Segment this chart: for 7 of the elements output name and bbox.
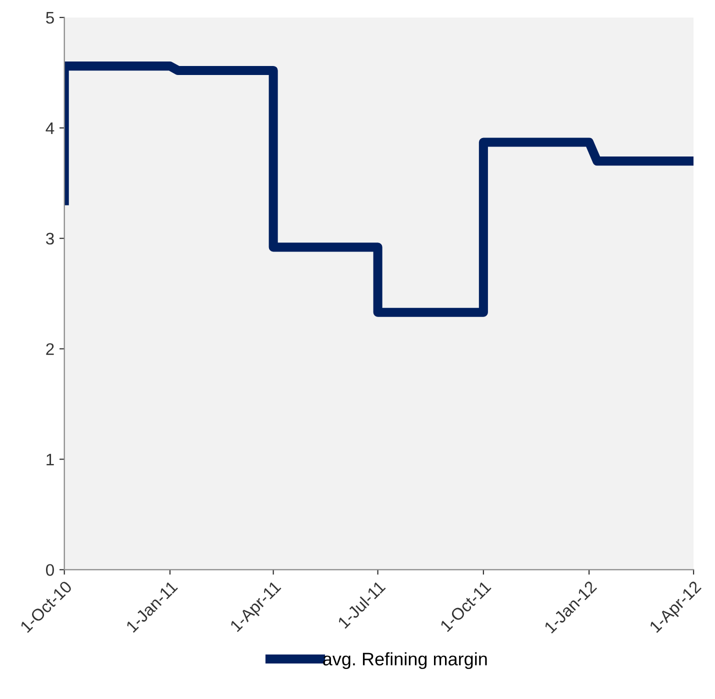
legend-label: avg. Refining margin xyxy=(323,652,487,670)
y-tick-label: 0 xyxy=(46,564,54,576)
y-tick-label: 3 xyxy=(46,232,54,245)
y-tick-label: 5 xyxy=(46,12,54,24)
y-tick-label: 4 xyxy=(46,122,54,134)
y-tick-label: 1 xyxy=(46,454,54,466)
y-tick-label: 2 xyxy=(46,343,54,355)
